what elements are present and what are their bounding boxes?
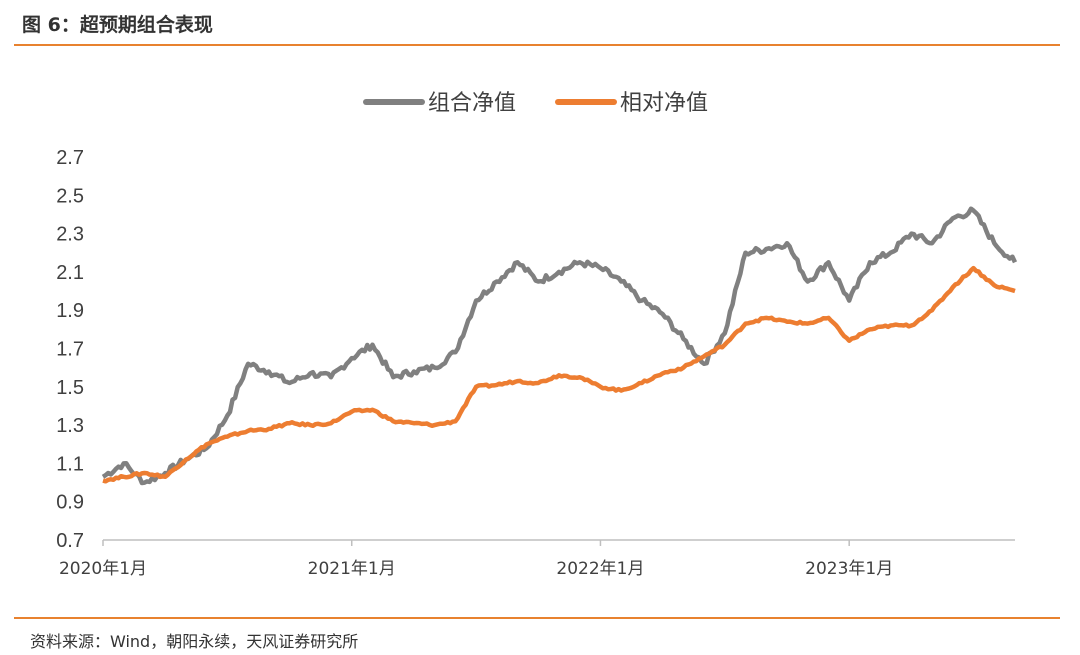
y-tick-label: 0.9: [56, 492, 84, 514]
x-tick-label: 2022年1月: [556, 559, 644, 579]
top-divider: [14, 44, 1060, 46]
y-tick-label: 2.7: [56, 147, 84, 169]
series-line-relative: [102, 265, 1016, 484]
figure-title: 图 6：超预期组合表现: [22, 14, 213, 36]
legend-label: 相对净值: [620, 91, 708, 116]
y-tick-label: 1.1: [56, 453, 84, 475]
legend: 组合净值 相对净值: [363, 91, 708, 116]
y-tick-label: 1.7: [56, 339, 84, 361]
x-tick-label: 2020年1月: [59, 559, 147, 579]
x-tick-label: 2023年1月: [805, 559, 893, 579]
y-tick-label: 2.3: [56, 224, 84, 246]
y-tick-label: 1.3: [56, 415, 84, 437]
y-tick-label: 1.9: [56, 300, 84, 322]
x-tick-label: 2021年1月: [308, 559, 396, 579]
x-axis: 2020年1月 2021年1月 2022年1月 2023年1月: [59, 539, 1015, 579]
y-tick-label: 2.1: [56, 262, 84, 284]
y-tick-label: 2.5: [56, 185, 84, 207]
bottom-divider: [14, 617, 1060, 619]
legend-label: 组合净值: [428, 91, 516, 116]
y-axis: 2.7 2.5 2.3 2.1 1.9 1.7 1.5 1.3 1.1 0.9 0.7: [56, 147, 84, 552]
source-note: 资料来源：Wind，朝阳永续，天风证券研究所: [30, 632, 359, 651]
series-line-portfolio: [101, 206, 1018, 486]
series-lines: [101, 206, 1018, 486]
y-tick-label: 1.5: [56, 377, 84, 399]
y-tick-label: 0.7: [56, 530, 84, 552]
line-chart: 组合净值 相对净值 2.7 2.5 2.3 2.1 1.9 1.7 1.5 1.3 1.1 0.9 0…: [56, 91, 1018, 579]
